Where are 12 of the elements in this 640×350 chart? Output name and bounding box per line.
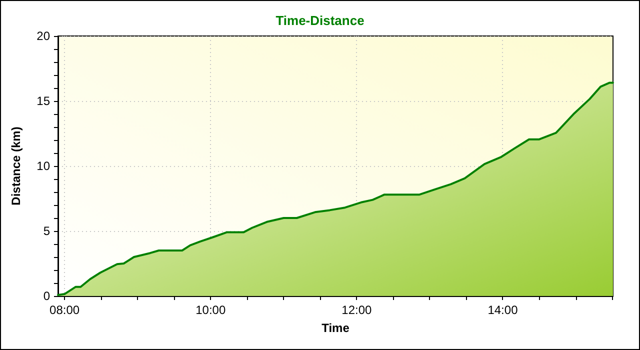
y-tick-label: 5 (43, 224, 50, 238)
x-tick-label: 08:00 (50, 303, 80, 317)
y-axis-title: Distance (km) (9, 126, 23, 206)
y-tick-label: 0 (43, 289, 50, 303)
y-tick-label: 10 (36, 159, 50, 173)
x-tick-label: 10:00 (196, 303, 226, 317)
y-tick-label: 20 (36, 29, 50, 43)
x-tick-label: 12:00 (342, 303, 372, 317)
x-tick-label: 14:00 (488, 303, 518, 317)
x-axis-title: Time (322, 321, 350, 335)
chart-title: Time-Distance (276, 13, 364, 28)
y-tick-label: 15 (36, 94, 50, 108)
